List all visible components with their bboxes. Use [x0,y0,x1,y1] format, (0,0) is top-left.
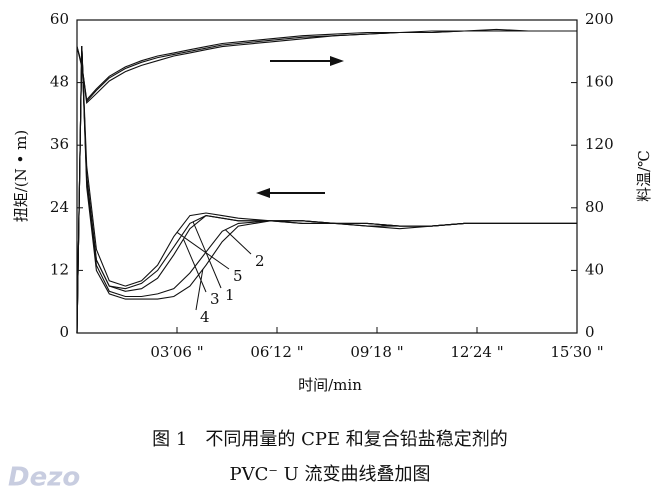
y-tick-label: 48 [50,73,69,91]
series-line [76,46,577,334]
y2-tick-label: 0 [585,323,595,341]
caption: PVC⁻ U 流变曲线叠加图 [230,464,431,485]
leader-line [182,238,207,293]
x-tick-label: 12′24 " [450,343,503,361]
series-line [76,46,577,334]
leader-line [192,221,222,289]
y2-tick-label: 80 [585,198,604,216]
y-tick-label: 12 [50,260,69,278]
y2-tick-label: 160 [585,73,614,91]
y-tick-label: 0 [59,323,69,341]
x-axis-label: 时间/min [298,376,362,394]
y2-tick-label: 120 [585,135,614,153]
series-label: 1 [225,286,235,304]
y-tick-label: 36 [50,135,69,153]
y-tick-label: 24 [50,198,69,216]
arrow-head [330,56,344,66]
x-tick-label: 09′18 " [350,343,403,361]
series-line [76,30,577,105]
plot-frame [76,19,578,334]
watermark: Dezo [8,463,80,493]
y2-tick-label: 40 [585,260,604,278]
series-label: 5 [233,267,243,285]
y-tick-label: 60 [50,10,69,28]
x-tick-label: 15′30 " [550,343,603,361]
leader-line [225,229,252,255]
leader-line [195,269,204,311]
x-tick-label: 06′12 " [250,343,303,361]
series-line [76,46,577,334]
y-axis-label: 扭矩/(N • m) [12,130,30,223]
arrow-head [256,188,270,198]
leader-line [176,231,230,270]
y2-axis-label: 料温/℃ [635,150,653,202]
series-label: 3 [210,290,220,308]
y2-tick-label: 200 [585,10,614,28]
caption: 图 1 不同用量的 CPE 和复合铅盐稳定剂的 [152,429,508,450]
x-tick-label: 03′06 " [150,343,203,361]
series-line [76,46,577,334]
series-line [76,28,577,102]
series-label: 2 [255,252,265,270]
series-line [76,30,577,103]
series-label: 4 [200,308,210,326]
series-line [76,46,577,334]
